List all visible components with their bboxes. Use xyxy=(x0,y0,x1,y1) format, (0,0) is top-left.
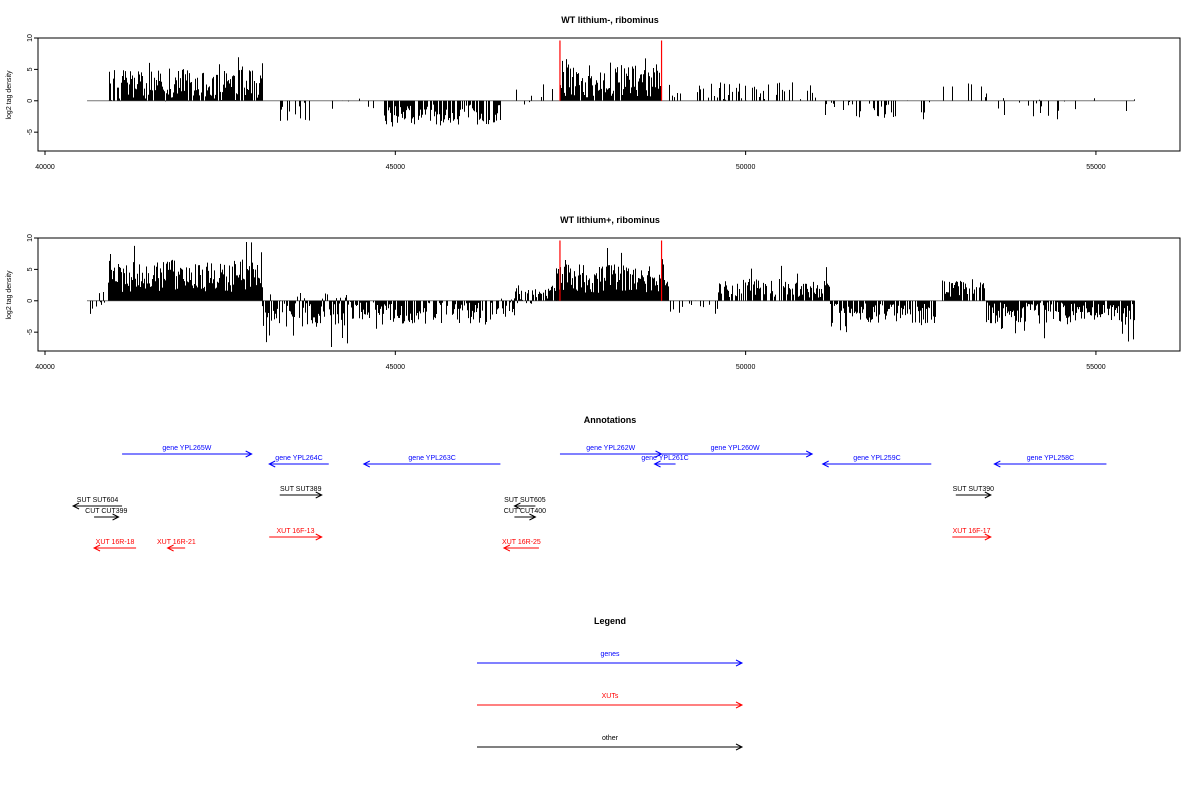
legend-label-xuts: XUTs xyxy=(602,693,619,700)
annotation-arrowhead xyxy=(502,544,511,552)
legend-arrowhead-genes xyxy=(735,659,744,667)
annotation-label: CUT CUT399 xyxy=(85,508,127,515)
annotation-label: SUT SUT390 xyxy=(953,486,995,493)
annotation-other: CUT CUT400 xyxy=(504,508,546,521)
legend-item-xuts: XUTs xyxy=(477,693,744,709)
x-tick-label: 45000 xyxy=(386,164,406,171)
y-tick-label: 5 xyxy=(27,267,34,271)
annotation-arrowhead xyxy=(92,544,101,552)
x-tick-label: 45000 xyxy=(386,364,406,371)
signal-bars xyxy=(87,242,1135,348)
annotation-other: SUT SUT604 xyxy=(71,497,123,510)
plot-frame xyxy=(37,37,1181,152)
legend-label-genes: genes xyxy=(600,651,620,658)
y-tick-label: -5 xyxy=(27,129,34,135)
annotation-label: SUT SUT604 xyxy=(77,497,119,504)
annotation-gene: gene YPL261C xyxy=(641,455,689,468)
annotation-arrowhead xyxy=(71,502,80,510)
y-axis-label: log2 tag density xyxy=(6,270,13,320)
plot-frame xyxy=(37,237,1181,352)
annotation-arrowhead xyxy=(112,513,120,521)
y-axis-label: log2 tag density xyxy=(6,70,13,120)
annotation-features: gene YPL265W gene YPL264C gene YPL263C gene… xyxy=(71,445,1107,552)
annotation-label: XUT 16R-18 xyxy=(96,539,135,546)
x-tick-label: 55000 xyxy=(1086,164,1106,171)
y-tick-label: 0 xyxy=(27,299,34,303)
annotations-title: Annotations xyxy=(584,415,637,425)
annotation-label: gene YPL260W xyxy=(711,445,760,452)
annotation-label: gene YPL262W xyxy=(586,445,635,452)
annotation-gene: gene YPL264C xyxy=(268,455,329,468)
annotation-label: gene YPL265W xyxy=(162,445,211,452)
annotation-arrowhead xyxy=(821,460,829,468)
y-tick-label: 5 xyxy=(27,67,34,71)
x-tick-label: 50000 xyxy=(736,164,756,171)
annotation-label: XUT 16R-25 xyxy=(502,539,541,546)
annotation-label: XUT 16R-21 xyxy=(157,539,196,546)
annotation-gene: gene YPL265W xyxy=(122,445,253,458)
annotation-xut: XUT 16F-17 xyxy=(952,528,992,541)
annotation-arrowhead xyxy=(653,460,661,468)
annotation-gene: gene YPL259C xyxy=(821,455,932,468)
signal-bars xyxy=(108,57,1135,127)
panel-title: WT lithium-, ribominus xyxy=(561,15,659,25)
annotation-other: SUT SUT390 xyxy=(953,486,995,499)
x-tick-label: 55000 xyxy=(1086,364,1106,371)
annotation-gene: gene YPL258C xyxy=(993,455,1107,468)
legend-label-other: other xyxy=(602,735,619,742)
annotation-label: gene YPL258C xyxy=(1027,455,1074,462)
y-tick-label: -5 xyxy=(27,329,34,335)
annotation-xut: XUT 16F-13 xyxy=(269,528,323,541)
annotation-other: SUT SUT389 xyxy=(279,486,323,499)
track-panel-lithium-minus: WT lithium-, ribominus log2 tag density … xyxy=(6,15,1181,171)
x-tick-label: 40000 xyxy=(35,164,55,171)
y-tick-label: 10 xyxy=(27,34,34,42)
annotation-label: SUT SUT389 xyxy=(280,486,322,493)
annotation-arrowhead xyxy=(984,491,992,499)
x-tick-label: 50000 xyxy=(736,364,756,371)
x-tick-label: 40000 xyxy=(35,364,55,371)
legend-item-genes: genes xyxy=(477,651,744,667)
plot-area: -5 0 5 10 40000 45000 50000 55000 xyxy=(27,234,1181,371)
legend-arrowhead-xuts xyxy=(735,701,744,709)
annotation-label: CUT CUT400 xyxy=(504,508,546,515)
legend-item-other: other xyxy=(477,735,744,751)
annotation-label: SUT SUT605 xyxy=(504,497,546,504)
legend-arrowhead-other xyxy=(735,743,744,751)
annotation-xut: XUT 16R-18 xyxy=(92,539,137,552)
annotation-arrowhead xyxy=(984,533,992,541)
annotation-arrowhead xyxy=(993,460,1001,468)
annotation-xut: XUT 16R-25 xyxy=(502,539,541,552)
y-tick-label: 10 xyxy=(27,234,34,242)
annotation-label: gene YPL264C xyxy=(275,455,322,462)
annotation-arrowhead xyxy=(315,491,323,499)
annotation-arrowhead xyxy=(166,544,174,552)
annotation-arrowhead xyxy=(268,460,276,468)
track-panel-lithium-plus: WT lithium+, ribominus log2 tag density … xyxy=(6,215,1181,371)
annotation-gene: gene YPL263C xyxy=(362,455,501,468)
annotation-other: CUT CUT399 xyxy=(85,508,128,521)
annotation-arrowhead xyxy=(315,533,323,541)
legend-panel: Legend genes XUTs other xyxy=(477,616,744,751)
annotation-arrowhead xyxy=(513,502,521,510)
annotation-arrowhead xyxy=(362,460,371,468)
annotation-label: gene YPL263C xyxy=(408,455,455,462)
annotation-arrowhead xyxy=(529,513,537,521)
annotation-gene: gene YPL260W xyxy=(658,445,814,458)
legend-title: Legend xyxy=(594,616,626,626)
y-tick-label: 0 xyxy=(27,99,34,103)
annotation-other: SUT SUT605 xyxy=(504,497,546,510)
annotation-arrowhead xyxy=(245,450,253,458)
annotation-label: gene YPL259C xyxy=(853,455,900,462)
panel-title: WT lithium+, ribominus xyxy=(560,215,660,225)
annotation-xut: XUT 16R-21 xyxy=(157,539,196,552)
annotation-label: XUT 16F-17 xyxy=(953,528,991,535)
annotation-label: XUT 16F-13 xyxy=(276,528,314,535)
annotation-label: gene YPL261C xyxy=(641,455,688,462)
annotation-arrowhead xyxy=(805,450,814,458)
plot-area: -5 0 5 10 40000 45000 50000 55000 xyxy=(27,34,1181,171)
